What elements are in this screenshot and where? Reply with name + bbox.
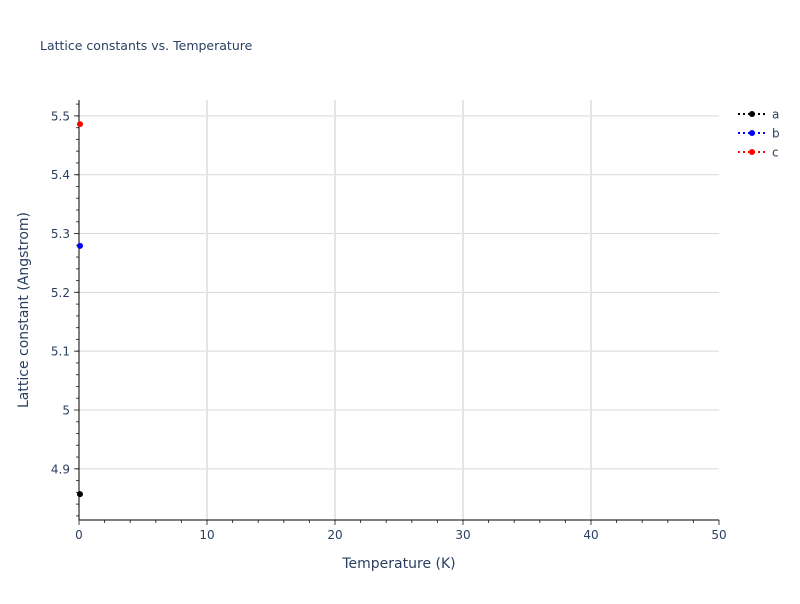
legend-label-b: b bbox=[772, 127, 780, 141]
legend-marker-a bbox=[749, 111, 755, 117]
x-axis-label: Temperature (K) bbox=[341, 556, 455, 572]
grid bbox=[79, 100, 719, 520]
y-tick-label: 5.3 bbox=[51, 227, 70, 241]
axes: 4.9 5 5.1 5.2 5.3 5.4 5.5 0 10 20 30 40 50 bbox=[51, 100, 727, 542]
data-point-b bbox=[77, 242, 83, 249]
y-tick-label: 5.1 bbox=[51, 345, 70, 359]
x-tick-label: 10 bbox=[199, 528, 214, 542]
data-point-c bbox=[77, 121, 83, 128]
x-tick-label: 50 bbox=[711, 528, 726, 542]
legend-label-c: c bbox=[772, 146, 779, 160]
legend: abc bbox=[738, 108, 780, 160]
y-tick-label: 5.5 bbox=[51, 109, 70, 123]
x-tick-label: 20 bbox=[327, 528, 342, 542]
y-tick-label: 5.4 bbox=[51, 168, 70, 182]
legend-label-a: a bbox=[772, 108, 779, 122]
x-tick-label: 0 bbox=[75, 528, 83, 542]
x-tick-label: 40 bbox=[583, 528, 598, 542]
y-tick-label: 5 bbox=[62, 404, 70, 418]
data-point-a bbox=[77, 491, 83, 498]
legend-marker-c bbox=[749, 149, 755, 155]
chart-title: Lattice constants vs. Temperature bbox=[40, 38, 253, 53]
x-tick-label: 30 bbox=[455, 528, 470, 542]
data-marks bbox=[77, 121, 83, 498]
legend-marker-b bbox=[749, 130, 755, 136]
y-axis-label: Lattice constant (Angstrom) bbox=[16, 212, 32, 408]
y-tick-label: 4.9 bbox=[51, 462, 70, 476]
y-tick-label: 5.2 bbox=[51, 286, 70, 300]
